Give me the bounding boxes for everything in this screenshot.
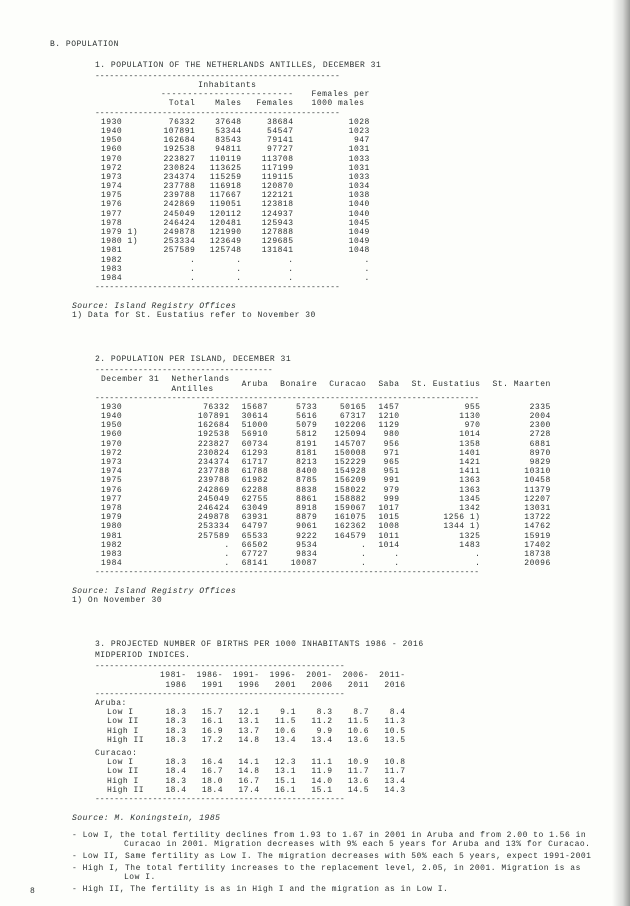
table-row: 1983.677279834...18738 [95, 550, 557, 559]
page-number: 8 [30, 887, 35, 896]
table-row: 197022382760734819114570795613586881 [95, 440, 557, 449]
table-row: Low I18.316.414.112.311.110.910.8 [95, 758, 411, 767]
table3-block: 3. PROJECTED NUMBER OF BIRTHS PER 1000 I… [50, 640, 600, 894]
table-row: 1982.... [95, 256, 376, 265]
table-row: 19702238271101191137081033 [95, 155, 376, 164]
table-row: 1979 1)2498781219901278881049 [95, 228, 376, 237]
note-line: - High I, The total fertility increases … [72, 864, 600, 882]
table-row: 19501626848354379141947 [95, 136, 376, 145]
section-header: B. POPULATION [50, 40, 600, 49]
table-row: 1930763321568757335016514579552335 [95, 403, 557, 412]
table-row: 196019253856910581212509498010142728 [95, 430, 557, 439]
table-row: Low II18.416.714.813.111.911.711.7 [95, 767, 411, 776]
table3-source: Source: M. Koningstein, 1985 [72, 814, 600, 823]
table-row: High I18.318.016.715.114.013.613.4 [95, 777, 411, 786]
table-row: 194010789130614561667317121011302004 [95, 412, 557, 421]
table-row: 196019253894811977271031 [95, 145, 376, 154]
table-row: High II18.418.417.416.115.114.514.3 [95, 786, 411, 795]
table1-note: 1) Data for St. Eustatius refer to Novem… [72, 311, 600, 320]
table2-block: 2. POPULATION PER ISLAND, DECEMBER 31 --… [50, 355, 600, 605]
table-row: 19307633237648386841028 [95, 118, 376, 127]
table1-title-div: ----------------------------------------… [95, 72, 600, 81]
table2-source: Source: Island Registry Offices [72, 587, 600, 596]
table-row: 19752397881176671221211038 [95, 191, 376, 200]
table-row: 195016268451000507910220611299702300 [95, 421, 557, 430]
table-row: 1984.6814110087...20096 [95, 559, 557, 568]
note-line: - High II, The fertility is as in High I… [72, 885, 600, 894]
note-line: - Low I, the total fertility declines fr… [72, 831, 600, 849]
table1-header: Inhabitants ------------------------- Fe… [95, 81, 376, 292]
table3: 1981-1986 1986-1991 1991-1996 1996-2001 … [95, 671, 411, 804]
table-row: 194010789153344545471023 [95, 127, 376, 136]
table-row: 197223082461293818115000897114018970 [95, 449, 557, 458]
table-row: 1977245049627558861158882999134512207 [95, 495, 557, 504]
note-line: - Low II, Same fertility as Low I. The m… [72, 852, 600, 861]
table2-note: 1) On November 30 [72, 596, 600, 605]
table-row: 19812575891257481318411048 [95, 246, 376, 255]
table-row: 1974237788617888400154928951141110310 [95, 467, 557, 476]
table-row: 19722308241136251171991031 [95, 164, 376, 173]
page-shadow [612, 0, 630, 906]
table2: December 31 NetherlandsAntilles Aruba Bo… [95, 375, 557, 577]
table-row: 1982.665029534.1014148317402 [95, 541, 557, 550]
table3-title1: 3. PROJECTED NUMBER OF BIRTHS PER 1000 I… [95, 640, 600, 649]
table-row: Low I18.315.712.19.18.38.78.4 [95, 708, 411, 717]
table-row: High I18.316.913.710.69.910.610.5 [95, 727, 411, 736]
table-row: 19762428691190511238181040 [95, 200, 376, 209]
table-row: Low II18.316.113.111.511.211.511.3 [95, 717, 411, 726]
table-row: 19732343741152591191151033 [95, 173, 376, 182]
table-row: 198025333464797906116236210081344 1)1476… [95, 522, 557, 531]
table-row: 1975239788619828785156209991136310458 [95, 476, 557, 485]
table-row: 197323437461717821315222996514219829 [95, 458, 557, 467]
table-row: 19812575896553392221645791011132515919 [95, 532, 557, 541]
table-row: 19772450491201121249371040 [95, 210, 376, 219]
table-row: 197924987863931887916107510151256 1)1372… [95, 513, 557, 522]
table-row: 1983.... [95, 265, 376, 274]
table-row: 1980 1)2533341236491296851049 [95, 237, 376, 246]
table-row: 19782464241204811259431045 [95, 219, 376, 228]
table-row: 19742377881169181208701034 [95, 182, 376, 191]
table1-source: Source: Island Registry Offices [72, 302, 600, 311]
table3-notes: - Low I, the total fertility declines fr… [72, 831, 600, 894]
table3-title2: MIDPERIOD INDICES. [95, 651, 600, 660]
table3-title-div: ----------------------------------------… [95, 662, 600, 671]
table-row: High II18.317.214.813.413.413.613.5 [95, 736, 411, 745]
table-row: 19782464246304989181590671017134213031 [95, 504, 557, 513]
table2-title: 2. POPULATION PER ISLAND, DECEMBER 31 [95, 355, 600, 364]
table-row: 1976242869622888838158022979136311379 [95, 486, 557, 495]
table-row: 1984.... [95, 274, 376, 283]
table1-title: 1. POPULATION OF THE NETHERLANDS ANTILLE… [95, 61, 600, 70]
table1-block: 1. POPULATION OF THE NETHERLANDS ANTILLE… [50, 61, 600, 320]
table2-title-div: ------------------------------------- [95, 366, 600, 375]
